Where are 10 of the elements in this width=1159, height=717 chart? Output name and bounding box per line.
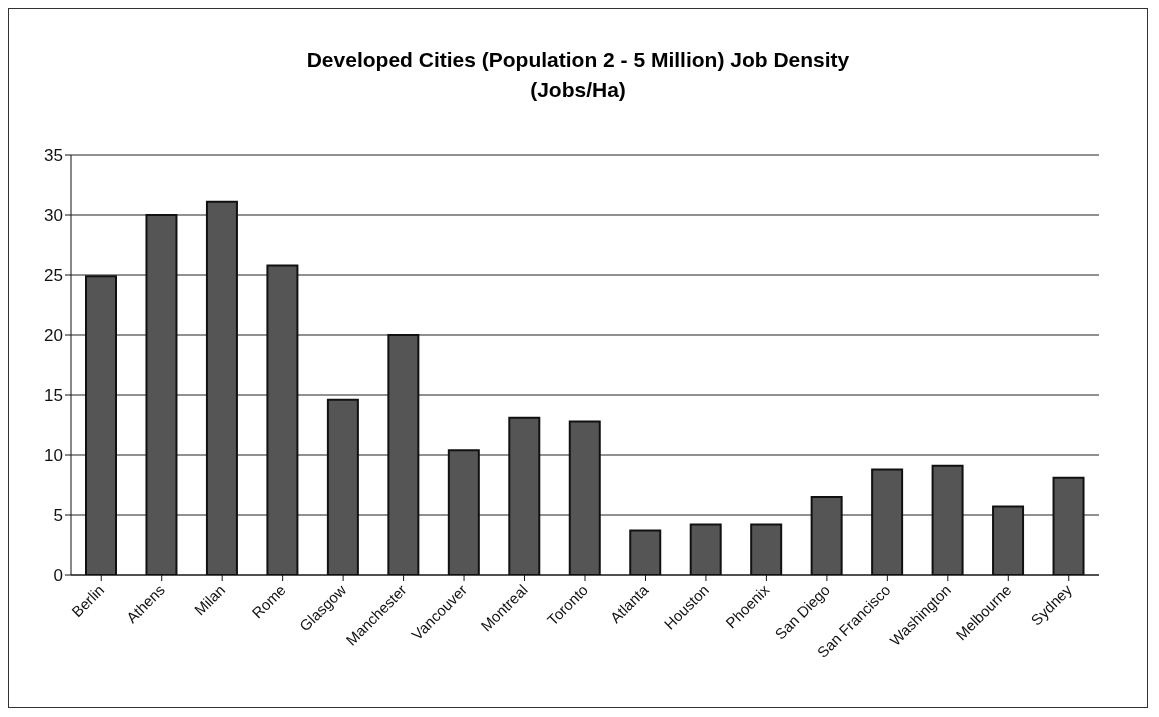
y-tick-label: 5 bbox=[53, 506, 63, 526]
y-tick-label: 30 bbox=[44, 206, 63, 226]
y-tick-label: 35 bbox=[44, 146, 63, 166]
y-tick-label: 25 bbox=[44, 266, 63, 286]
y-tick-label: 20 bbox=[44, 326, 63, 346]
y-tick-label: 15 bbox=[44, 386, 63, 406]
y-tick-label: 0 bbox=[53, 566, 63, 586]
chart-title: Developed Cities (Population 2 - 5 Million) Job Density bbox=[305, 47, 851, 73]
chart-subtitle: (Jobs/Ha) bbox=[529, 77, 627, 103]
y-tick-label: 10 bbox=[44, 446, 63, 466]
